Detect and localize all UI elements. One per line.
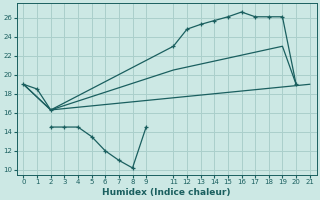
X-axis label: Humidex (Indice chaleur): Humidex (Indice chaleur) <box>102 188 231 197</box>
